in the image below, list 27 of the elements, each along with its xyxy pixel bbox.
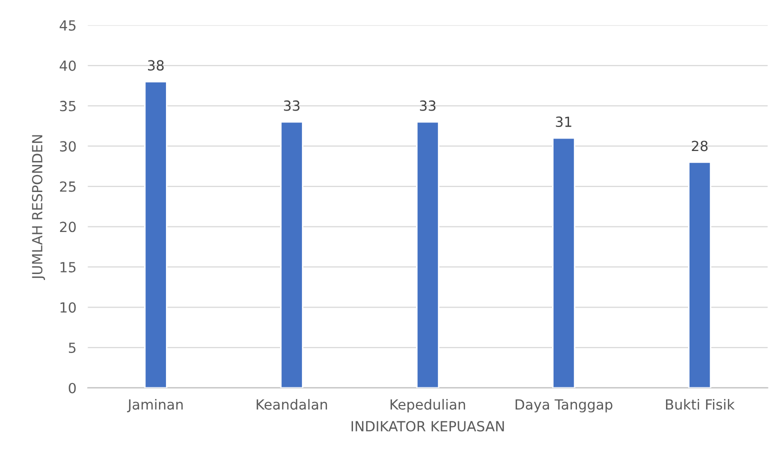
x-tick-label: Bukti Fisik	[666, 398, 735, 410]
y-tick-label: 0	[68, 382, 76, 394]
y-tick-label: 30	[60, 141, 76, 152]
bar	[688, 162, 712, 388]
x-tick-label: Jaminan	[127, 398, 183, 412]
bar	[144, 80, 168, 388]
y-tick-label: 40	[60, 60, 76, 72]
x-tick-label: Keandalan	[256, 398, 327, 410]
y-tick-label: 10	[60, 302, 76, 313]
y-tick-label: 45	[60, 20, 76, 31]
bar	[280, 121, 304, 388]
data-label: 31	[556, 116, 572, 128]
y-tick-label: 35	[60, 100, 76, 112]
y-tick-label: 5	[68, 342, 76, 354]
y-tick-label: 20	[60, 222, 76, 232]
data-label: 28	[692, 140, 708, 152]
x-axis-title: INDIKATOR KEPUASAN	[352, 420, 504, 432]
y-tick-label: 25	[60, 181, 76, 192]
data-label: 38	[148, 60, 164, 71]
data-label: 33	[420, 100, 436, 111]
y-tick-label: 15	[60, 262, 76, 272]
bar	[416, 121, 440, 388]
x-tick-label: Daya Tanggap	[516, 399, 612, 412]
bar	[552, 137, 576, 388]
data-label: 33	[284, 100, 300, 111]
y-axis-title: JUMLAH RESPONDEN	[32, 135, 46, 280]
x-tick-label: Kepedulian	[390, 398, 466, 412]
